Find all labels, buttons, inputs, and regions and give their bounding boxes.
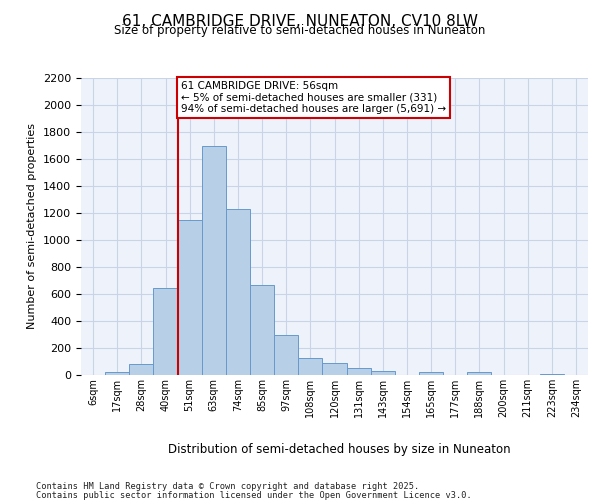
Bar — [129, 364, 154, 375]
Bar — [540, 374, 564, 375]
Y-axis label: Number of semi-detached properties: Number of semi-detached properties — [28, 123, 37, 329]
Bar — [274, 335, 298, 375]
Bar — [347, 368, 371, 375]
Bar — [371, 371, 395, 375]
Text: Distribution of semi-detached houses by size in Nuneaton: Distribution of semi-detached houses by … — [167, 442, 511, 456]
Text: Size of property relative to semi-detached houses in Nuneaton: Size of property relative to semi-detach… — [115, 24, 485, 37]
Text: Contains public sector information licensed under the Open Government Licence v3: Contains public sector information licen… — [36, 490, 472, 500]
Bar — [419, 372, 443, 375]
Bar — [322, 363, 347, 375]
Text: 61 CAMBRIDGE DRIVE: 56sqm
← 5% of semi-detached houses are smaller (331)
94% of : 61 CAMBRIDGE DRIVE: 56sqm ← 5% of semi-d… — [181, 81, 446, 114]
Bar — [250, 285, 274, 375]
Text: Contains HM Land Registry data © Crown copyright and database right 2025.: Contains HM Land Registry data © Crown c… — [36, 482, 419, 491]
Bar — [467, 372, 491, 375]
Bar — [154, 288, 178, 375]
Bar — [105, 372, 129, 375]
Bar — [298, 358, 322, 375]
Text: 61, CAMBRIDGE DRIVE, NUNEATON, CV10 8LW: 61, CAMBRIDGE DRIVE, NUNEATON, CV10 8LW — [122, 14, 478, 29]
Bar — [226, 210, 250, 375]
Bar — [178, 220, 202, 375]
Bar — [202, 146, 226, 375]
